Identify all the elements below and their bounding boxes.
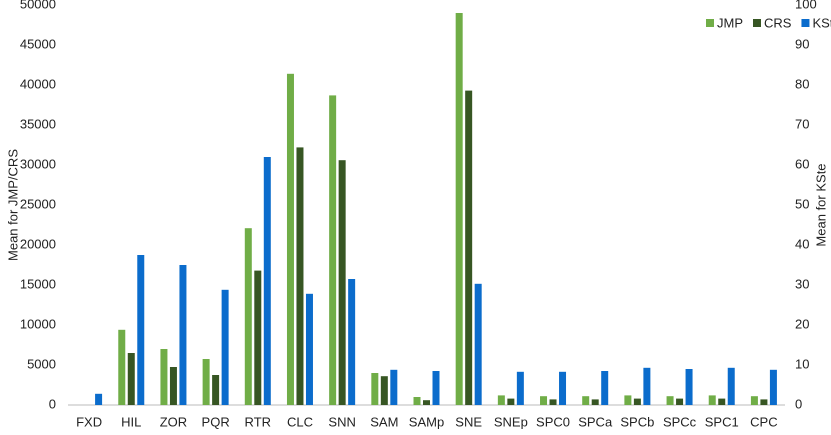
y-tick-label: 40000 bbox=[20, 76, 56, 91]
x-tick-label: HIL bbox=[121, 414, 141, 429]
bar bbox=[559, 371, 567, 405]
bar bbox=[474, 283, 482, 405]
x-tick-label: SPC1 bbox=[705, 414, 739, 429]
x-tick-label: CLC bbox=[287, 414, 313, 429]
y-tick-label: 15000 bbox=[20, 276, 56, 291]
bar bbox=[127, 353, 135, 405]
bar bbox=[708, 395, 716, 405]
bar bbox=[212, 375, 220, 405]
bar bbox=[160, 349, 168, 405]
y-tick-label: 50000 bbox=[20, 0, 56, 11]
bar bbox=[423, 400, 430, 405]
bar bbox=[727, 367, 735, 405]
y-tick-label: 20000 bbox=[20, 236, 56, 251]
x-tick-label: SNE bbox=[455, 414, 482, 429]
x-tick-label: SPCc bbox=[663, 414, 697, 429]
x-tick-label: PQR bbox=[202, 414, 230, 429]
y2-tick-label: 60 bbox=[795, 156, 809, 171]
bar bbox=[413, 397, 421, 405]
x-tick-label: ZOR bbox=[160, 414, 187, 429]
bar bbox=[666, 396, 674, 405]
x-tick-label: SNN bbox=[328, 414, 355, 429]
legend-label: CRS bbox=[764, 15, 792, 30]
bar bbox=[118, 329, 126, 405]
bar bbox=[179, 265, 187, 405]
bar bbox=[497, 395, 505, 405]
y2-tick-label: 40 bbox=[795, 236, 809, 251]
bar bbox=[263, 157, 271, 405]
bar bbox=[338, 160, 346, 405]
bar bbox=[540, 396, 548, 405]
x-tick-label: SPC0 bbox=[536, 414, 570, 429]
y2-tick-label: 50 bbox=[795, 196, 809, 211]
bar bbox=[633, 398, 641, 405]
bar bbox=[305, 293, 313, 405]
legend-label: KSte bbox=[812, 15, 831, 30]
y-tick-label: 10000 bbox=[20, 316, 56, 331]
y-tick-label: 5000 bbox=[27, 356, 56, 371]
bar bbox=[296, 147, 304, 405]
bar bbox=[432, 371, 440, 405]
bar bbox=[624, 395, 632, 405]
legend-swatch bbox=[801, 19, 810, 27]
bar bbox=[202, 359, 210, 405]
bar bbox=[676, 398, 684, 405]
legend-swatch bbox=[706, 19, 714, 27]
bar bbox=[455, 13, 463, 405]
legend-swatch bbox=[753, 19, 761, 27]
bar bbox=[750, 396, 758, 405]
x-tick-label: SNEp bbox=[494, 414, 528, 429]
y2-tick-label: 20 bbox=[795, 316, 809, 331]
bar bbox=[643, 367, 651, 405]
y2-tick-label: 70 bbox=[795, 116, 809, 131]
bar bbox=[390, 369, 398, 405]
y2-tick-label: 10 bbox=[795, 356, 809, 371]
bar bbox=[348, 279, 356, 405]
y2-tick-label: 90 bbox=[795, 36, 809, 51]
bar bbox=[244, 228, 252, 405]
x-tick-label: SAM bbox=[370, 414, 398, 429]
bar bbox=[380, 376, 388, 405]
bar bbox=[760, 399, 768, 405]
y-axis-title: Mean for JMP/CRS bbox=[5, 149, 20, 261]
bar bbox=[95, 393, 103, 405]
x-tick-label: SPCa bbox=[578, 414, 613, 429]
y2-axis-title: Mean for KSte bbox=[813, 163, 828, 246]
legend-label: JMP bbox=[717, 15, 743, 30]
bar bbox=[507, 398, 515, 405]
bar bbox=[769, 369, 777, 405]
bar bbox=[221, 289, 229, 405]
x-tick-label: SPCb bbox=[620, 414, 654, 429]
bar bbox=[685, 369, 693, 405]
x-tick-label: RTR bbox=[245, 414, 271, 429]
bar bbox=[516, 371, 524, 405]
bar bbox=[718, 398, 726, 405]
bar bbox=[591, 399, 599, 405]
y-tick-label: 45000 bbox=[20, 36, 56, 51]
y-tick-label: 30000 bbox=[20, 156, 56, 171]
bar bbox=[582, 396, 590, 405]
bar bbox=[169, 367, 177, 405]
y-tick-label: 25000 bbox=[20, 196, 56, 211]
y2-tick-label: 30 bbox=[795, 276, 809, 291]
y2-tick-label: 100 bbox=[795, 0, 817, 11]
bar bbox=[601, 371, 609, 405]
x-tick-label: SAMp bbox=[409, 414, 444, 429]
bar bbox=[286, 73, 294, 406]
bar bbox=[329, 95, 337, 406]
y-tick-label: 0 bbox=[49, 396, 56, 411]
y-tick-label: 35000 bbox=[20, 116, 56, 131]
y2-tick-label: 80 bbox=[795, 76, 809, 91]
y2-tick-label: 0 bbox=[795, 396, 802, 411]
bar bbox=[137, 255, 145, 405]
bar bbox=[465, 90, 473, 405]
x-tick-label: FXD bbox=[76, 414, 102, 429]
x-tick-label: CPC bbox=[750, 414, 777, 429]
bar bbox=[371, 373, 379, 405]
bar bbox=[254, 270, 262, 405]
bar bbox=[549, 399, 557, 405]
